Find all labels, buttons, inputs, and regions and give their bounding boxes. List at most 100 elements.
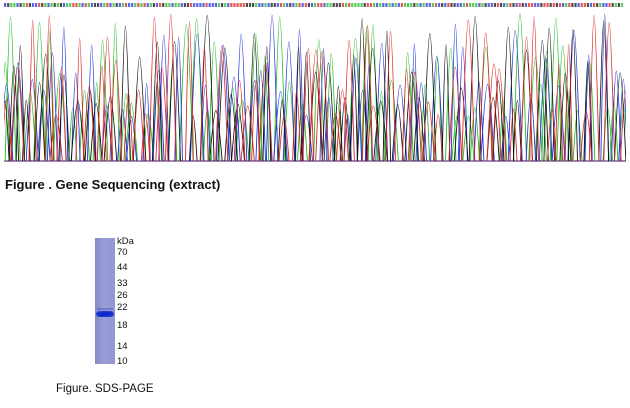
trace-peak xyxy=(512,99,522,162)
trace-peak xyxy=(140,113,151,162)
trace-peak xyxy=(433,114,444,162)
trace-peak xyxy=(251,79,261,162)
trace-peak xyxy=(401,68,412,162)
trace-peak xyxy=(457,46,468,162)
trace-peak xyxy=(15,44,25,162)
trace-peak xyxy=(391,104,404,162)
trace-peak xyxy=(348,38,363,162)
trace-peak xyxy=(58,74,70,162)
trace-peak xyxy=(165,13,177,162)
trace-peak xyxy=(10,67,25,162)
trace-peak xyxy=(148,16,160,162)
trace-peak xyxy=(448,66,463,162)
marker-label-44: 44 xyxy=(117,262,128,273)
trace-peak xyxy=(336,89,349,162)
trace-peak xyxy=(509,108,518,162)
trace-peak xyxy=(547,108,557,162)
trace-peak xyxy=(155,66,169,162)
trace-peak xyxy=(83,86,96,162)
trace-peak xyxy=(188,115,198,162)
trace-peak xyxy=(90,103,103,162)
trace-peak xyxy=(240,105,255,162)
trace-peak xyxy=(301,51,311,162)
trace-peak xyxy=(45,30,55,162)
trace-peak xyxy=(200,46,209,162)
trace-peak xyxy=(410,43,419,162)
trace-peak xyxy=(525,94,537,162)
trace-peak xyxy=(333,85,343,162)
trace-peak xyxy=(618,78,626,162)
sequencing-figure-caption: Figure . Gene Sequencing (extract) xyxy=(5,177,221,192)
trace-peak xyxy=(123,91,134,162)
trace-peak xyxy=(277,99,287,162)
trace-peak xyxy=(598,20,610,162)
trace-peak xyxy=(231,103,245,162)
trace-peak xyxy=(468,15,482,162)
trace-peak xyxy=(49,114,63,162)
marker-label-10: 10 xyxy=(117,356,128,367)
trace-peak xyxy=(567,29,578,162)
trace-peak xyxy=(491,68,507,162)
trace-peak xyxy=(178,24,194,162)
marker-label-18: 18 xyxy=(117,320,128,331)
trace-peak xyxy=(59,26,69,162)
trace-peak xyxy=(339,97,351,162)
trace-peak xyxy=(603,22,616,162)
trace-peak xyxy=(101,36,114,162)
trace-peak xyxy=(486,63,502,162)
trace-peak xyxy=(200,84,211,162)
trace-peak xyxy=(375,42,389,162)
trace-peak xyxy=(600,13,610,162)
trace-peak xyxy=(420,84,431,162)
trace-peak xyxy=(563,90,573,162)
trace-peak xyxy=(44,15,54,162)
marker-label-70: 70 xyxy=(117,247,128,258)
trace-peak xyxy=(96,65,107,162)
trace-peak xyxy=(356,18,368,162)
trace-peak xyxy=(273,16,286,162)
trace-peak xyxy=(10,62,26,162)
marker-label-26: 26 xyxy=(117,290,128,301)
trace-peak xyxy=(415,82,427,162)
trace-peak xyxy=(323,97,334,162)
trace-peak xyxy=(168,40,181,162)
trace-peak xyxy=(361,25,373,162)
trace-peak xyxy=(421,101,435,162)
trace-peak xyxy=(407,72,422,162)
trace-peak xyxy=(343,114,352,162)
marker-label-33: 33 xyxy=(117,278,128,289)
trace-peak xyxy=(189,18,204,162)
trace-peak xyxy=(75,37,85,162)
trace-peak xyxy=(366,105,381,162)
trace-peak xyxy=(313,39,325,162)
trace-peak xyxy=(224,94,238,162)
trace-peak xyxy=(315,51,330,162)
trace-peak xyxy=(258,62,273,162)
marker-label-14: 14 xyxy=(117,341,128,352)
sds-page-figure-caption: Figure. SDS-PAGE xyxy=(56,383,154,395)
trace-peak xyxy=(70,100,86,162)
trace-peak xyxy=(382,30,392,162)
trace-peak xyxy=(216,44,231,162)
trace-peak xyxy=(283,81,296,162)
trace-peak xyxy=(499,98,508,162)
trace-peak xyxy=(22,99,31,162)
trace-peak xyxy=(588,14,600,162)
trace-peak xyxy=(33,22,46,162)
trace-peak xyxy=(235,99,250,162)
trace-peak xyxy=(68,107,78,162)
trace-peak xyxy=(37,90,51,162)
trace-peak xyxy=(392,84,408,162)
trace-peak xyxy=(507,30,523,162)
trace-peak xyxy=(33,82,46,162)
trace-peak xyxy=(462,115,475,162)
trace-peak xyxy=(215,45,229,162)
trace-peak xyxy=(554,63,564,162)
trace-peak xyxy=(282,41,296,162)
trace-peak xyxy=(502,26,515,162)
trace-peak xyxy=(413,96,425,162)
trace-peak xyxy=(480,83,495,162)
gel-faint-band xyxy=(97,308,113,310)
trace-peak xyxy=(538,58,553,162)
trace-peak xyxy=(185,21,194,162)
